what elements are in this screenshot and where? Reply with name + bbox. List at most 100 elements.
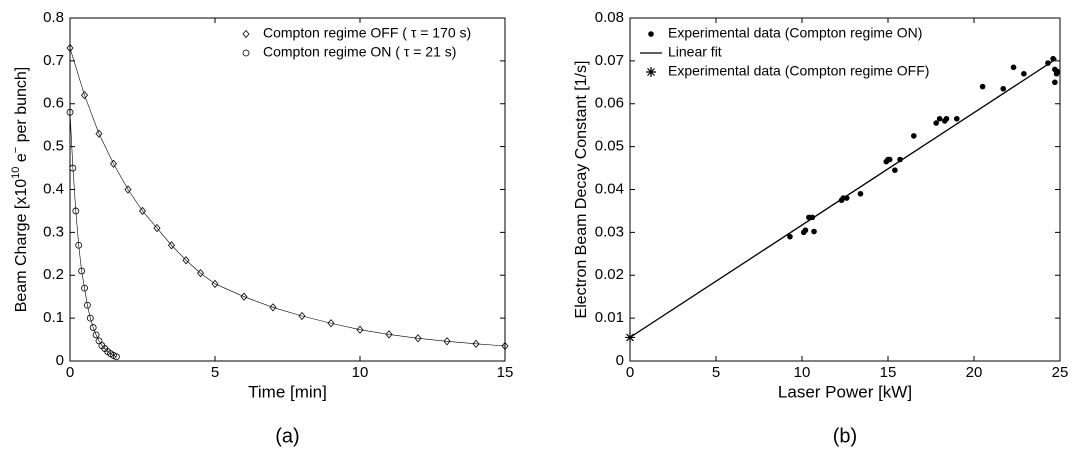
legend-label: Linear fit <box>668 44 722 60</box>
marker-dot <box>787 233 793 240</box>
x-tick-label: 10 <box>352 364 369 381</box>
marker-diamond <box>196 268 205 278</box>
marker-diamond <box>269 303 277 312</box>
marker-diamond <box>501 341 509 351</box>
series-line <box>69 47 506 347</box>
marker-diamond <box>182 256 190 265</box>
marker-circle <box>84 301 91 309</box>
y-tick-label: 0.05 <box>595 138 624 155</box>
y-tick-label: 0.5 <box>43 138 64 155</box>
x-axis-label: Laser Power [kW] <box>778 382 912 401</box>
marker-dot <box>1021 70 1027 77</box>
marker-diamond <box>327 319 335 328</box>
y-tick-label: 0 <box>616 352 624 369</box>
marker-dot <box>897 156 903 163</box>
marker-dot <box>943 115 950 122</box>
marker-diamond <box>66 43 74 53</box>
y-axis-label-part: e <box>13 153 30 166</box>
marker-dot <box>1000 85 1007 92</box>
series: Compton regime OFF ( τ = 170 s) <box>66 25 509 351</box>
legend-swatch <box>646 67 656 77</box>
marker-circle <box>75 241 83 249</box>
marker-diamond <box>385 330 393 339</box>
y-tick-label: 0.07 <box>595 52 624 69</box>
y-axis-label-part: Electron Beam Decay Constant [1/s] <box>573 61 590 319</box>
x-tick-label: 10 <box>794 364 811 381</box>
marker-circle <box>66 108 74 116</box>
panel-label: (a) <box>275 425 299 447</box>
series-line <box>69 112 117 357</box>
series-line <box>629 58 1057 338</box>
x-axis-label: Time [min] <box>248 382 327 401</box>
y-tick-label: 0.2 <box>43 266 64 283</box>
marker-circle <box>72 207 80 215</box>
y-axis-label: Electron Beam Decay Constant [1/s] <box>573 61 590 319</box>
x-tick-label: 15 <box>880 364 897 381</box>
plot-frame <box>69 17 506 362</box>
chart: 0 5 10 15 0 0.1 0.2 0.3 0.4 0.5 0.6 0.7 0.8 Time [min… <box>10 9 513 447</box>
x-tick-label: 0 <box>626 364 634 381</box>
y-tick-label: 0.02 <box>595 266 624 283</box>
x-tick-label: 15 <box>497 364 514 381</box>
marker-dot <box>811 228 817 235</box>
marker-dot <box>857 190 864 197</box>
marker-dot <box>892 167 898 174</box>
marker-diamond <box>298 311 306 321</box>
marker-circle <box>113 353 120 361</box>
x-tick-label: 5 <box>211 364 219 381</box>
y-axis-label-sup: 10 <box>10 167 22 179</box>
marker-dot <box>954 115 960 122</box>
marker-dot <box>1052 79 1058 86</box>
x-tick-label: 5 <box>712 364 720 381</box>
marker-dot <box>979 83 986 90</box>
legend-swatch <box>242 29 250 39</box>
marker-circle <box>69 164 77 172</box>
x-tick-label: 25 <box>1052 364 1069 381</box>
y-tick-label: 0.01 <box>595 309 624 326</box>
marker-diamond <box>80 91 89 100</box>
y-tick-label: 0.4 <box>43 180 64 197</box>
legend-label: Compton regime ON ( τ = 21 s) <box>263 44 456 60</box>
marker-dot <box>911 133 917 139</box>
marker-dot <box>1045 60 1051 66</box>
legend-label: Experimental data (Compton regime OFF) <box>668 63 929 79</box>
y-tick-label: 0.6 <box>43 95 64 112</box>
y-tick-label: 0.04 <box>595 180 624 197</box>
marker-diamond <box>472 339 480 348</box>
marker-diamond <box>95 129 103 138</box>
marker-diamond <box>414 334 422 343</box>
y-tick-label: 0.8 <box>43 9 64 26</box>
marker-diamond <box>109 159 118 168</box>
y-tick-label: 0.08 <box>595 9 624 26</box>
marker-diamond <box>240 292 248 301</box>
y-tick-label: 0.1 <box>43 309 64 326</box>
marker-circle <box>92 331 100 339</box>
marker-circle <box>78 267 85 275</box>
marker-diamond <box>211 279 219 288</box>
y-axis-label-sup: − <box>10 147 22 153</box>
x-tick-label: 20 <box>966 364 983 381</box>
legend-label: Compton regime OFF ( τ = 170 s) <box>263 25 471 41</box>
marker-dot <box>1054 68 1061 75</box>
marker-diamond <box>124 185 132 194</box>
marker-circle <box>81 284 88 292</box>
marker-diamond <box>167 241 176 250</box>
marker-circle <box>89 324 97 331</box>
y-tick-label: 0.03 <box>595 223 624 240</box>
marker-dot <box>936 115 943 122</box>
legend-swatch <box>242 49 250 57</box>
marker-diamond <box>138 206 147 216</box>
y-axis-label: Beam Charge [x1010 e− per bunch] <box>10 67 30 313</box>
series: Experimental data (Compton regime OFF) <box>625 63 929 343</box>
y-axis-label-part: per bunch] <box>13 67 30 147</box>
marker-diamond <box>153 223 161 233</box>
y-axis-label-part: Beam Charge [x10 <box>13 179 30 313</box>
marker-dot <box>1010 64 1017 71</box>
marker-dot <box>886 156 893 163</box>
series: Compton regime ON ( τ = 21 s) <box>66 44 456 361</box>
legend-swatch <box>648 31 654 37</box>
marker-diamond <box>356 325 364 334</box>
marker-circle <box>86 314 94 322</box>
